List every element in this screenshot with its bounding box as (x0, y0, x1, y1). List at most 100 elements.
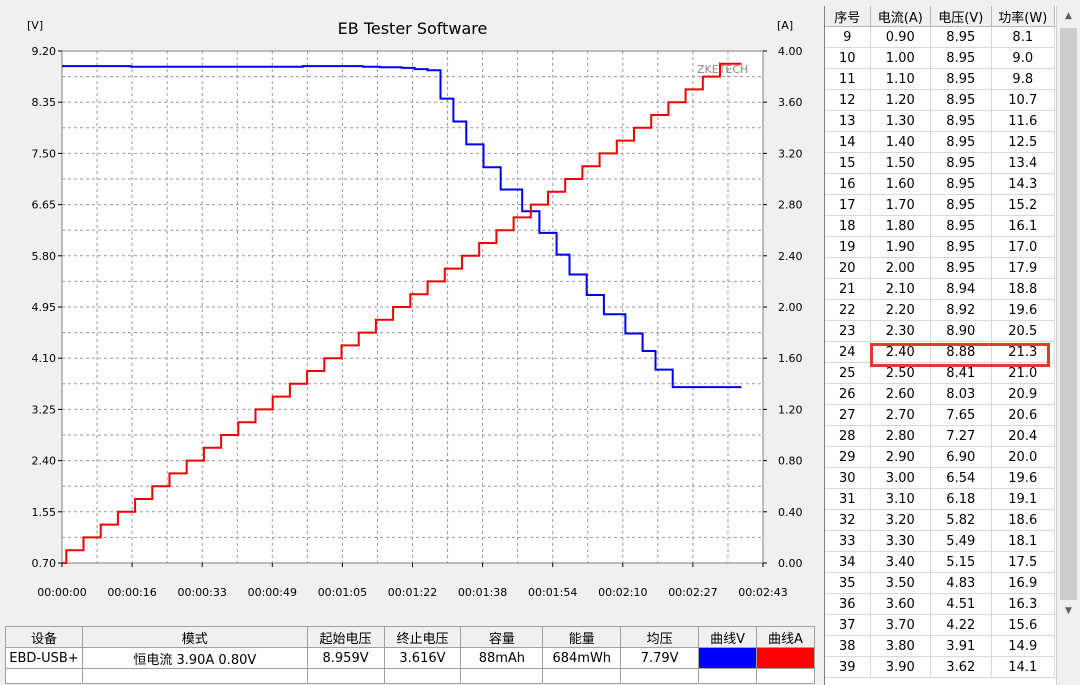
data-list-row[interactable]: 14 1.40 8.95 12.5 (825, 131, 1056, 153)
data-list-row[interactable]: 29 2.90 6.90 20.0 (825, 446, 1056, 468)
data-list-row[interactable]: 16 1.60 8.95 14.3 (825, 173, 1056, 195)
data-list-row[interactable]: 10 1.00 8.95 9.0 (825, 47, 1056, 69)
data-list-cell-power: 21.3 (991, 341, 1056, 363)
data-list-row[interactable]: 31 3.10 6.18 19.1 (825, 488, 1056, 510)
x-axis-tick-label: 00:02:27 (668, 586, 717, 599)
data-list-cell-index: 29 (825, 446, 871, 468)
data-list-row[interactable]: 23 2.30 8.90 20.5 (825, 320, 1056, 342)
data-list-cell-voltage: 8.95 (930, 257, 992, 279)
data-list-cell-index: 31 (825, 488, 871, 510)
data-list-cell-voltage: 7.65 (930, 404, 992, 426)
data-list-row[interactable]: 25 2.50 8.41 21.0 (825, 362, 1056, 384)
scroll-thumb[interactable] (1060, 28, 1077, 600)
data-list-cell-power: 14.1 (991, 656, 1056, 678)
data-list-cell-voltage: 8.88 (930, 341, 992, 363)
data-list-row[interactable]: 13 1.30 8.95 11.6 (825, 110, 1056, 132)
data-list-cell-index: 9 (825, 26, 871, 48)
watermark-text: ZKETECH (697, 63, 748, 76)
summary-value-curve-a[interactable] (756, 647, 815, 669)
summary-empty-cell (383, 668, 462, 684)
data-list-row[interactable]: 9 0.90 8.95 8.1 (825, 26, 1056, 48)
data-list-cell-index: 35 (825, 572, 871, 594)
data-list-cell-voltage: 6.54 (930, 467, 992, 489)
data-list-cell-current: 3.60 (870, 593, 932, 615)
data-list-cell-index: 18 (825, 215, 871, 237)
data-list-row[interactable]: 37 3.70 4.22 15.6 (825, 614, 1056, 636)
data-list-cell-power: 19.6 (991, 467, 1056, 489)
data-list-row[interactable]: 33 3.30 5.49 18.1 (825, 530, 1056, 552)
summary-value-energy: 684mWh (542, 647, 622, 669)
voltage-series-line (62, 65, 742, 389)
scroll-down-arrow-icon[interactable]: ▼ (1065, 606, 1072, 616)
data-list-cell-index: 21 (825, 278, 871, 300)
data-list-cell-voltage: 8.95 (930, 89, 992, 111)
data-list-row[interactable]: 26 2.60 8.03 20.9 (825, 383, 1056, 405)
data-list-header-voltage[interactable]: 电压(V) (930, 6, 992, 27)
summary-data-row[interactable]: EBD-USB+ 恒电流 3.90A 0.80V 8.959V 3.616V 88mAh… (5, 647, 815, 669)
x-axis-tick-label: 00:00:00 (37, 586, 86, 599)
summary-empty-cell (81, 668, 308, 684)
data-list-row[interactable]: 27 2.70 7.65 20.6 (825, 404, 1056, 426)
data-list-row[interactable]: 28 2.80 7.27 20.4 (825, 425, 1056, 447)
data-list-cell-voltage: 8.95 (930, 236, 992, 258)
summary-header-row: 设备 模式 起始电压 终止电压 容量 能量 均压 曲线V 曲线A (5, 626, 815, 648)
data-list-cell-power: 14.9 (991, 635, 1056, 657)
summary-header-capacity: 容量 (460, 626, 544, 648)
summary-value-end-voltage: 3.616V (383, 647, 462, 669)
data-list-row[interactable]: 11 1.10 8.95 9.8 (825, 68, 1056, 90)
data-list-cell-current: 2.90 (870, 446, 932, 468)
data-list-header-index[interactable]: 序号 (825, 6, 871, 27)
data-list-cell-index: 30 (825, 467, 871, 489)
summary-empty-cell (5, 668, 83, 684)
data-list-header-current[interactable]: 电流(A) (870, 6, 932, 27)
data-list-row[interactable]: 39 3.90 3.62 14.1 (825, 656, 1056, 678)
data-list-row[interactable]: 21 2.10 8.94 18.8 (825, 278, 1056, 300)
data-list-cell-index: 39 (825, 656, 871, 678)
chart-title: EB Tester Software (338, 19, 488, 38)
data-list-row[interactable]: 24 2.40 8.88 21.3 (825, 341, 1056, 363)
data-list-row[interactable]: 15 1.50 8.95 13.4 (825, 152, 1056, 174)
data-list-row[interactable]: 12 1.20 8.95 10.7 (825, 89, 1056, 111)
data-list-cell-index: 25 (825, 362, 871, 384)
left-axis-tick-label: 0.70 (32, 557, 57, 570)
data-list-cell-power: 20.0 (991, 446, 1056, 468)
summary-value-curve-v[interactable] (698, 647, 757, 669)
data-list-row[interactable]: 19 1.90 8.95 17.0 (825, 236, 1056, 258)
summary-empty-row (5, 668, 815, 684)
data-list-row[interactable]: 32 3.20 5.82 18.6 (825, 509, 1056, 531)
data-list-cell-current: 2.80 (870, 425, 932, 447)
data-list-cell-power: 13.4 (991, 152, 1056, 174)
right-axis-tick-label: 3.20 (778, 147, 803, 160)
data-list-cell-current: 2.30 (870, 320, 932, 342)
data-list-cell-voltage: 7.27 (930, 425, 992, 447)
data-list-header-power[interactable]: 功率(W) (991, 6, 1056, 27)
data-list-cell-voltage: 8.94 (930, 278, 992, 300)
data-list-cell-index: 37 (825, 614, 871, 636)
data-list-row[interactable]: 18 1.80 8.95 16.1 (825, 215, 1056, 237)
data-list-row[interactable]: 35 3.50 4.83 16.9 (825, 572, 1056, 594)
data-list-cell-index: 23 (825, 320, 871, 342)
data-list-cell-current: 1.80 (870, 215, 932, 237)
data-list-row[interactable]: 38 3.80 3.91 14.9 (825, 635, 1056, 657)
x-axis-tick-label: 00:01:05 (318, 586, 367, 599)
data-list-cell-voltage: 4.83 (930, 572, 992, 594)
data-list-row[interactable]: 34 3.40 5.15 17.5 (825, 551, 1056, 573)
data-list-row[interactable]: 36 3.60 4.51 16.3 (825, 593, 1056, 615)
data-list-cell-index: 10 (825, 47, 871, 69)
data-list-row[interactable]: 17 1.70 8.95 15.2 (825, 194, 1056, 216)
right-axis-tick-label: 0.80 (778, 455, 803, 468)
data-list-row[interactable]: 20 2.00 8.95 17.9 (825, 257, 1056, 279)
data-list-cell-index: 24 (825, 341, 871, 363)
data-list-cell-current: 2.10 (870, 278, 932, 300)
data-list-cell-voltage: 3.91 (930, 635, 992, 657)
data-list-row[interactable]: 30 3.00 6.54 19.6 (825, 467, 1056, 489)
data-list-cell-power: 19.1 (991, 488, 1056, 510)
vertical-scrollbar[interactable]: ▲ ▼ (1056, 6, 1080, 685)
summary-value-start-voltage: 8.959V (306, 647, 385, 669)
scroll-up-arrow-icon[interactable]: ▲ (1065, 11, 1072, 21)
right-axis-tick-label: 3.60 (778, 96, 803, 109)
data-list-cell-current: 2.50 (870, 362, 932, 384)
summary-value-capacity: 88mAh (460, 647, 544, 669)
data-list-row[interactable]: 22 2.20 8.92 19.6 (825, 299, 1056, 321)
data-list-cell-index: 16 (825, 173, 871, 195)
